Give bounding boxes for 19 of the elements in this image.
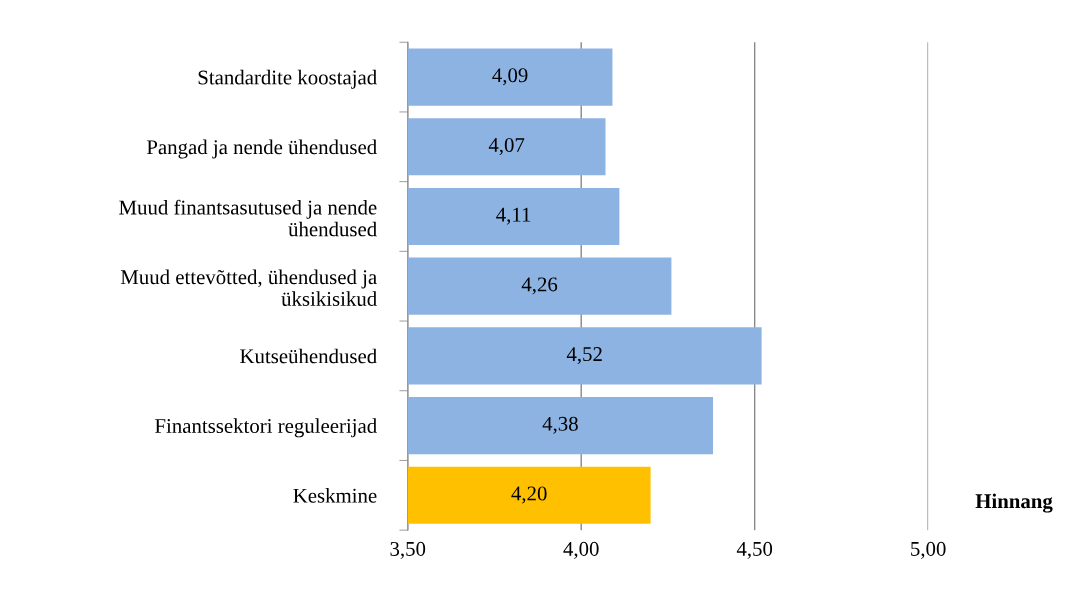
y-tick-label: Keskmine <box>293 488 377 503</box>
x-tick-label: 3,50 <box>390 541 426 559</box>
x-tick-label: 4,50 <box>736 541 773 559</box>
x-tick-label: 4,00 <box>563 541 599 559</box>
y-tick-label: Kutseühendused <box>240 348 377 364</box>
y-tick-label: Finantssektori reguleerijad <box>155 418 377 438</box>
data-label: 4,07 <box>488 137 525 156</box>
data-label: 4,52 <box>566 347 602 365</box>
y-tick-label: Muud finantsasutused ja nende ühendused <box>119 199 377 237</box>
y-tick-label: Muud ettevõtted, ühendused ja üksikisikud <box>120 269 377 306</box>
y-tick-label: Pangad ja nende ühendused <box>146 139 377 159</box>
data-label: 4,26 <box>521 277 558 295</box>
x-tick-label: 5,00 <box>911 541 946 559</box>
data-label: 4,38 <box>542 416 578 434</box>
y-tick-label: Standardite koostajad <box>198 69 377 89</box>
x-axis-title: Hinnang <box>975 493 1053 513</box>
data-label: 4,11 <box>496 207 531 225</box>
data-label: 4,09 <box>492 68 528 86</box>
data-label: 4,20 <box>511 486 547 504</box>
